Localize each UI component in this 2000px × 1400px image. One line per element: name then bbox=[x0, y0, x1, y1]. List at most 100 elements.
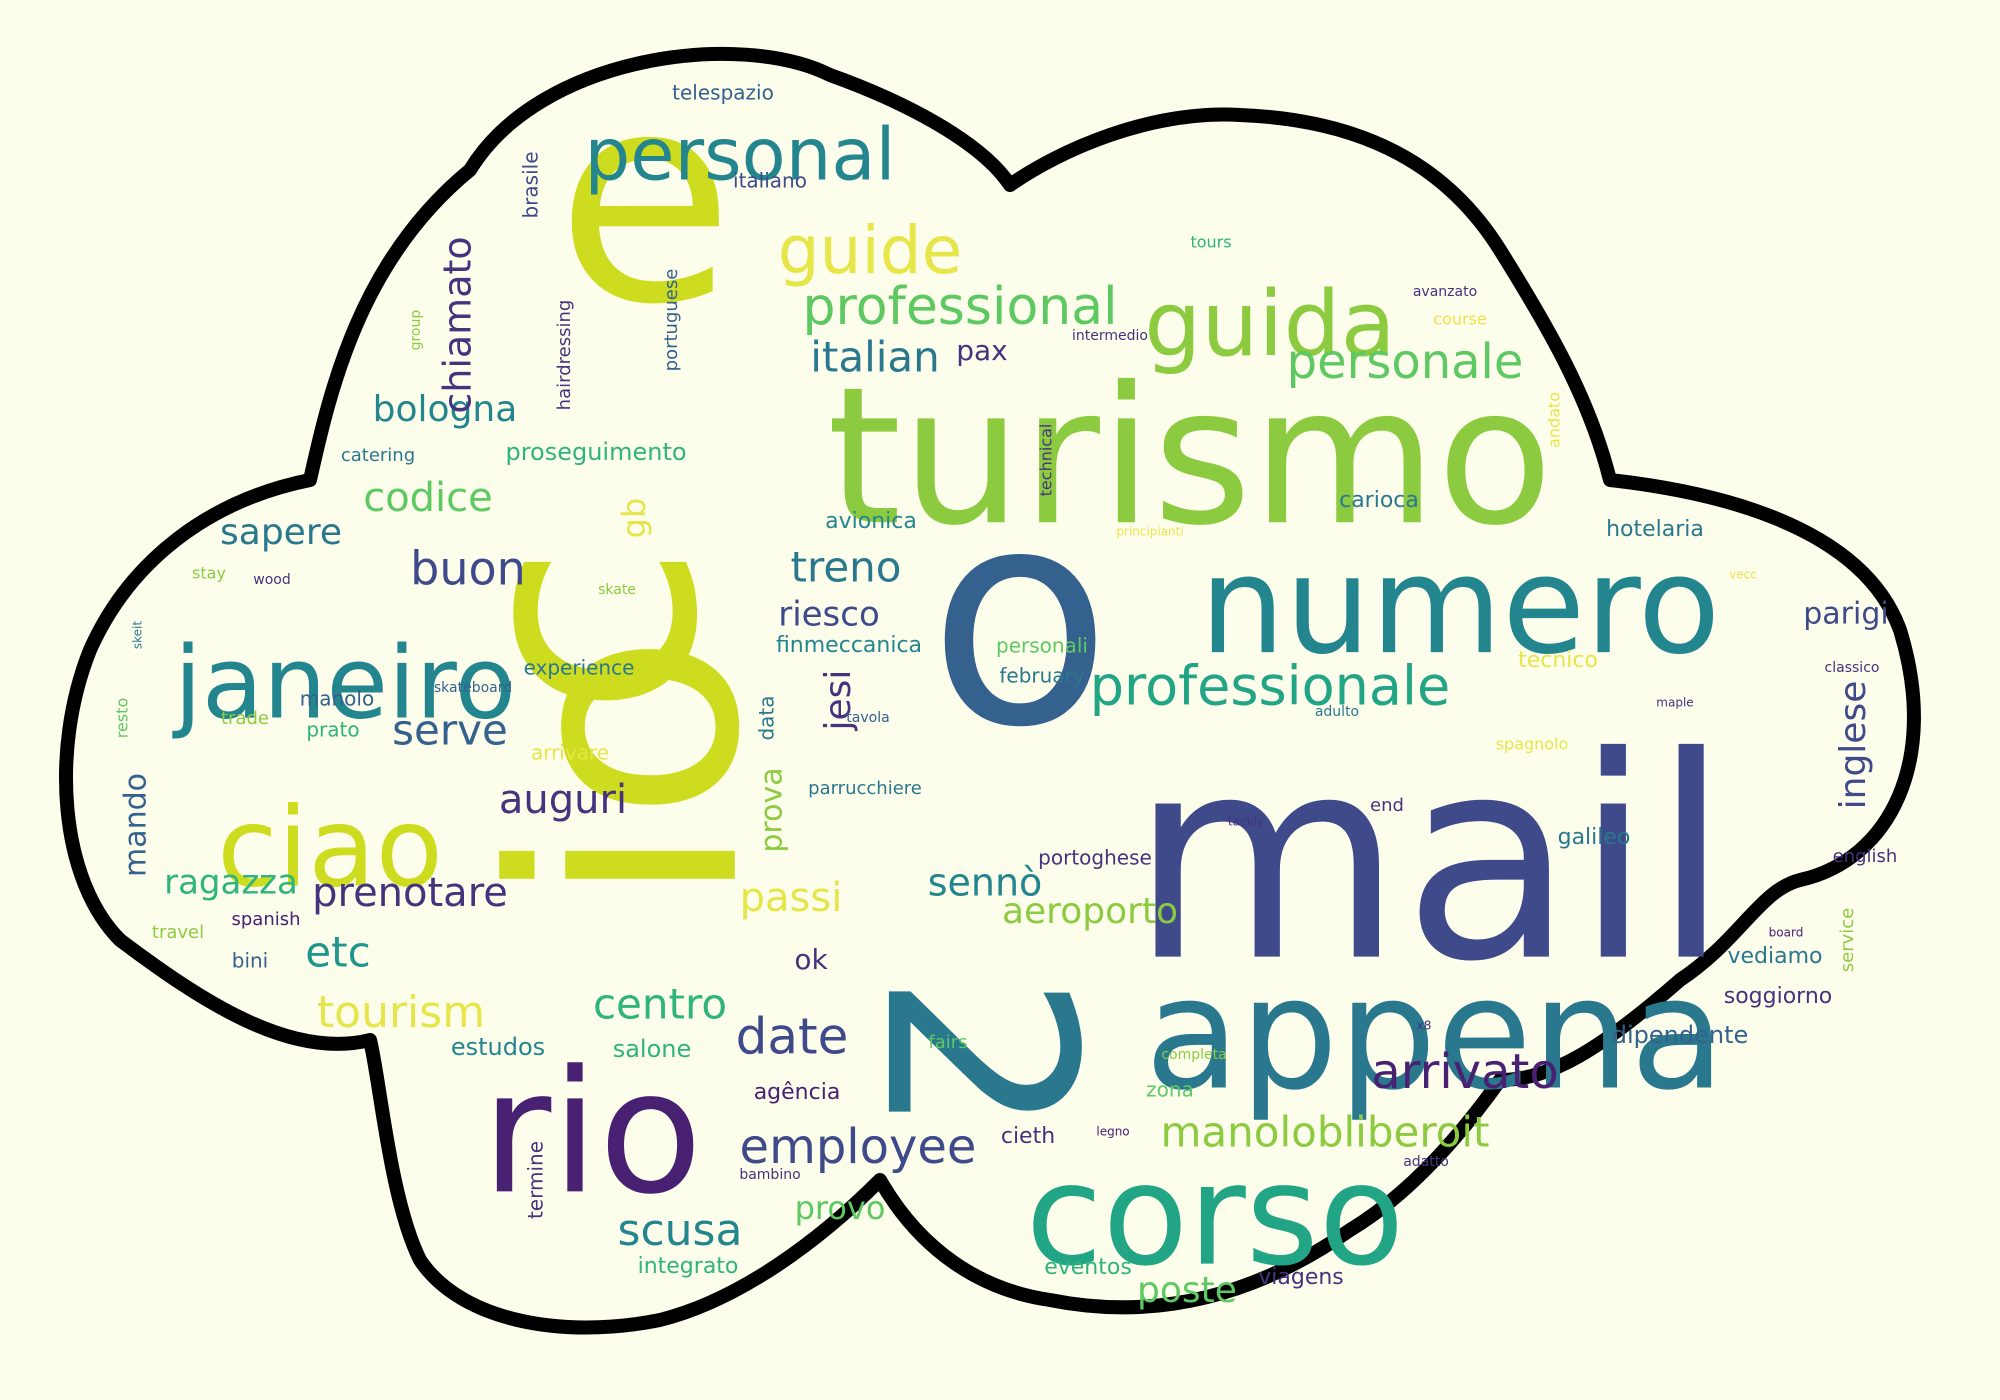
word-49: proseguimento bbox=[505, 438, 686, 466]
word-95: skate bbox=[598, 582, 636, 598]
word-1: mail bbox=[1130, 698, 1730, 1024]
word-26: auguri bbox=[499, 777, 627, 823]
word-87: trade bbox=[221, 708, 269, 729]
word-78: completa bbox=[1161, 1047, 1226, 1063]
word-35: sapere bbox=[220, 512, 342, 553]
word-67: salone bbox=[613, 1035, 692, 1063]
word-38: poste bbox=[1137, 1270, 1237, 1311]
word-68: agência bbox=[754, 1080, 841, 1105]
word-71: integrato bbox=[638, 1254, 739, 1279]
word-118: english bbox=[1833, 846, 1898, 867]
word-97: catering bbox=[341, 445, 415, 466]
word-43: jesi bbox=[818, 670, 859, 732]
word-76: legno bbox=[1096, 1125, 1129, 1139]
word-18: personale bbox=[1287, 334, 1524, 390]
word-55: personali bbox=[996, 634, 1088, 658]
word-31: chiamato bbox=[436, 236, 480, 413]
word-115: spagnolo bbox=[1496, 735, 1569, 754]
word-37: scusa bbox=[618, 1205, 743, 1256]
word-64: portoghese bbox=[1038, 846, 1152, 870]
word-11: janeiro bbox=[172, 624, 516, 741]
word-21: employee bbox=[740, 1119, 977, 1175]
word-101: group bbox=[408, 310, 424, 351]
word-119: board bbox=[1769, 926, 1804, 940]
word-82: bini bbox=[232, 949, 268, 973]
word-98: hairdressing bbox=[554, 300, 575, 411]
word-70: cieth bbox=[1001, 1124, 1055, 1149]
word-60: vediamo bbox=[1727, 944, 1822, 969]
word-36: aeroporto bbox=[1002, 891, 1178, 932]
word-105: avanzato bbox=[1413, 284, 1477, 300]
word-27: serve bbox=[392, 706, 508, 755]
word-44: inglese bbox=[1833, 681, 1874, 810]
word-48: mando bbox=[119, 773, 154, 877]
word-53: finmeccanica bbox=[776, 633, 922, 658]
word-75: bambino bbox=[739, 1167, 800, 1183]
words-layer: io mail turismo eoc numero appena rio corso ciao… bbox=[113, 31, 1898, 1311]
word-93: stay bbox=[192, 564, 226, 583]
word-66: estudos bbox=[451, 1033, 545, 1061]
word-59: ok bbox=[794, 943, 828, 976]
word-102: telespazio bbox=[672, 81, 774, 105]
word-111: vecc bbox=[1729, 568, 1757, 582]
word-7: appena bbox=[1145, 943, 1725, 1124]
word-114: adulto bbox=[1315, 704, 1359, 720]
word-89: arrivare bbox=[531, 741, 609, 765]
word-112: classico bbox=[1825, 660, 1880, 676]
word-106: course bbox=[1433, 310, 1486, 329]
word-30: bologna bbox=[373, 389, 518, 430]
word-120: service bbox=[1837, 908, 1858, 972]
word-113: maple bbox=[1656, 696, 1693, 710]
word-65: parrucchiere bbox=[808, 778, 922, 799]
word-83: travel bbox=[152, 922, 204, 943]
word-28: buon bbox=[410, 542, 526, 596]
word-39: passi bbox=[740, 875, 843, 921]
word-6: numero bbox=[1200, 527, 1721, 684]
word-90: data bbox=[755, 695, 779, 740]
cloud-shape-outline bbox=[59, 47, 1921, 1335]
word-81: spanish bbox=[231, 909, 300, 930]
word-96: gb bbox=[615, 498, 653, 539]
word-80: x8 bbox=[1417, 1019, 1432, 1033]
word-50: avionica bbox=[825, 509, 917, 534]
word-104: tours bbox=[1190, 233, 1231, 252]
word-72: eventos bbox=[1044, 1255, 1132, 1280]
word-86: manolo bbox=[300, 687, 374, 711]
word-91: tavola bbox=[846, 710, 889, 726]
word-85: prato bbox=[306, 718, 359, 742]
word-13: personal bbox=[585, 113, 896, 197]
word-40: sennò bbox=[928, 861, 1043, 905]
word-22: date bbox=[736, 1008, 849, 1066]
word-14: 2 bbox=[827, 972, 1129, 1137]
word-56: february bbox=[999, 664, 1084, 688]
word-92: skeit bbox=[131, 621, 145, 649]
word-88: skateboard bbox=[434, 680, 512, 696]
word-99: portuguese bbox=[661, 269, 682, 372]
word-33: treno bbox=[791, 543, 902, 592]
word-46: prova bbox=[755, 767, 790, 852]
word-107: intermedio bbox=[1072, 328, 1148, 344]
word-103: italiano bbox=[733, 169, 807, 193]
word-15: guide bbox=[778, 212, 963, 289]
word-47: provo bbox=[795, 1189, 886, 1227]
word-9: corso bbox=[1026, 1135, 1405, 1298]
word-10: ciao bbox=[217, 783, 443, 911]
word-63: galileo bbox=[1558, 825, 1631, 850]
word-58: pax bbox=[956, 334, 1008, 367]
word-32: italian bbox=[810, 333, 940, 382]
word-8: rio bbox=[481, 1034, 702, 1232]
word-74: termine bbox=[524, 1141, 548, 1219]
word-110: principianti bbox=[1116, 525, 1183, 539]
word-62: dipendente bbox=[1612, 1021, 1749, 1049]
word-109: andato bbox=[1545, 392, 1564, 448]
word-45: parigi bbox=[1803, 597, 1888, 632]
word-77: adatto bbox=[1403, 1154, 1449, 1170]
word-52: hotelaria bbox=[1606, 517, 1704, 542]
word-116: end bbox=[1370, 795, 1404, 816]
word-100: brasile bbox=[519, 151, 543, 218]
word-12: guida bbox=[1144, 272, 1395, 377]
word-41: ragazza bbox=[164, 863, 298, 903]
word-17: professionale bbox=[1090, 655, 1450, 718]
word-5: c bbox=[397, 542, 769, 718]
